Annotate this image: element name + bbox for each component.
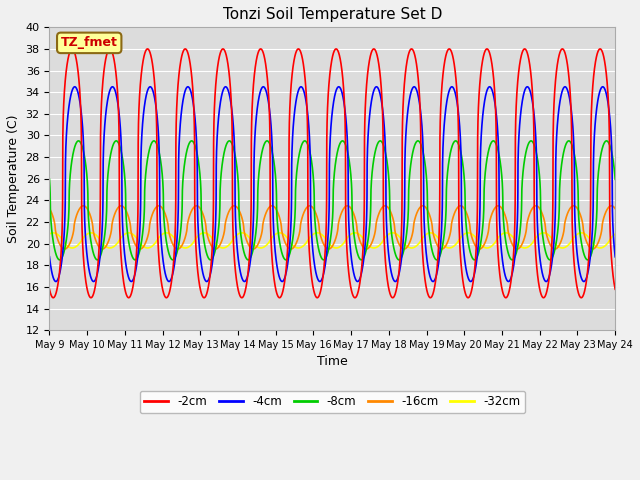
Legend: -2cm, -4cm, -8cm, -16cm, -32cm: -2cm, -4cm, -8cm, -16cm, -32cm [140,391,525,413]
Y-axis label: Soil Temperature (C): Soil Temperature (C) [7,114,20,243]
Title: Tonzi Soil Temperature Set D: Tonzi Soil Temperature Set D [223,7,442,22]
Text: TZ_fmet: TZ_fmet [61,36,118,49]
X-axis label: Time: Time [317,356,348,369]
